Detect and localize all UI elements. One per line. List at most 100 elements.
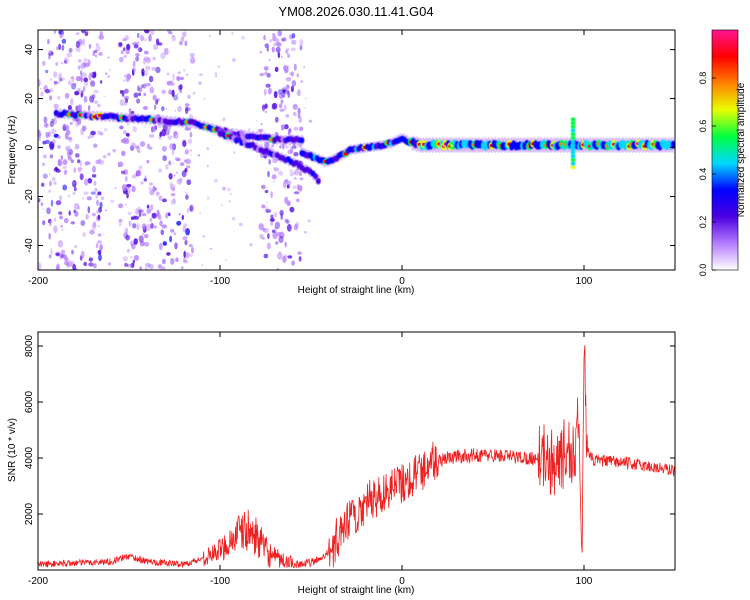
noise-speckle bbox=[45, 69, 49, 74]
noise-speckle bbox=[112, 149, 115, 152]
noise-speckle bbox=[66, 52, 73, 58]
noise-speckle bbox=[137, 85, 140, 92]
noise-speckle bbox=[95, 193, 99, 199]
noise-speckle bbox=[91, 222, 97, 230]
noise-speckle bbox=[157, 192, 160, 195]
noise-speckle bbox=[131, 244, 134, 247]
spectrogram-y-axis-title: Frequency (Hz) bbox=[7, 116, 18, 185]
colorbar: 0.0 0.2 0.4 0.6 0.8 Normalized spectral ampl… bbox=[698, 29, 747, 276]
ridge-cell bbox=[570, 117, 576, 122]
noise-speckle bbox=[151, 212, 157, 219]
noise-speckle bbox=[103, 95, 106, 98]
noise-speckle bbox=[291, 80, 297, 87]
noise-speckle bbox=[80, 30, 86, 34]
noise-speckle bbox=[156, 209, 160, 217]
noise-speckle bbox=[264, 43, 270, 48]
noise-speckle bbox=[104, 72, 108, 75]
noise-speckle bbox=[109, 68, 112, 71]
noise-speckle bbox=[161, 106, 165, 112]
noise-speckle bbox=[61, 77, 65, 81]
noise-speckle bbox=[148, 182, 153, 186]
noise-speckle bbox=[63, 217, 69, 224]
noise-speckle bbox=[208, 34, 211, 38]
noise-speckle bbox=[74, 143, 80, 150]
noise-speckle bbox=[162, 258, 166, 264]
noise-speckle bbox=[257, 128, 264, 133]
noise-speckle bbox=[264, 110, 268, 114]
noise-speckle bbox=[157, 122, 163, 128]
noise-speckle bbox=[277, 252, 283, 260]
noise-speckle bbox=[278, 251, 282, 254]
snr-panel: -200 -100 0 100 2000 4000 6000 8000 Height of … bbox=[7, 331, 676, 596]
noise-speckle bbox=[38, 198, 41, 203]
noise-speckle bbox=[140, 84, 144, 89]
noise-speckle bbox=[138, 47, 143, 53]
noise-speckle bbox=[217, 65, 221, 69]
noise-speckle bbox=[213, 178, 218, 183]
noise-speckle bbox=[93, 143, 98, 148]
noise-speckle bbox=[81, 72, 87, 78]
noise-speckle bbox=[118, 203, 124, 209]
ridge-cell bbox=[570, 164, 576, 170]
noise-speckle bbox=[168, 89, 172, 95]
noise-speckle bbox=[294, 169, 300, 176]
noise-speckle bbox=[62, 184, 68, 191]
noise-speckle bbox=[126, 183, 132, 188]
noise-speckle bbox=[133, 255, 139, 261]
noise-speckle bbox=[183, 256, 187, 262]
noise-speckle bbox=[153, 104, 157, 110]
noise-speckle bbox=[181, 31, 187, 38]
sparse-speckles bbox=[40, 32, 312, 270]
noise-speckle bbox=[77, 59, 82, 63]
noise-speckle bbox=[291, 260, 295, 266]
noise-speckle bbox=[71, 119, 75, 122]
noise-speckle bbox=[122, 256, 128, 262]
noise-speckle bbox=[131, 185, 136, 193]
noise-speckle bbox=[175, 257, 179, 263]
noise-speckle bbox=[280, 212, 284, 220]
noise-speckle bbox=[231, 32, 234, 35]
noise-speckle bbox=[143, 178, 147, 182]
noise-speckle bbox=[199, 73, 202, 77]
noise-speckle bbox=[136, 32, 140, 39]
noise-speckle bbox=[187, 138, 193, 144]
noise-speckle bbox=[147, 264, 151, 268]
noise-speckle bbox=[124, 262, 129, 267]
noise-speckle bbox=[141, 212, 147, 217]
noise-speckle bbox=[166, 72, 170, 76]
noise-speckle bbox=[148, 146, 153, 151]
noise-speckle bbox=[94, 54, 98, 58]
noise-speckle bbox=[260, 123, 263, 126]
ridge-0 bbox=[53, 107, 305, 146]
noise-speckle bbox=[285, 145, 289, 149]
noise-speckle bbox=[278, 222, 280, 225]
noise-speckle bbox=[154, 225, 157, 229]
noise-speckle bbox=[120, 50, 125, 55]
noise-speckle bbox=[80, 250, 85, 259]
noise-speckle bbox=[132, 259, 135, 264]
noise-speckle bbox=[277, 89, 283, 95]
noise-speckle bbox=[146, 57, 151, 64]
noise-speckle bbox=[48, 95, 53, 101]
noise-speckle bbox=[83, 95, 88, 103]
noise-speckle bbox=[132, 223, 137, 229]
noise-speckle bbox=[287, 53, 291, 58]
noise-speckle bbox=[38, 79, 41, 87]
noise-speckle bbox=[67, 105, 72, 111]
noise-speckle bbox=[264, 189, 269, 194]
snr-series-line bbox=[38, 345, 675, 569]
noise-speckle bbox=[87, 105, 91, 111]
ridge-cell bbox=[570, 153, 576, 159]
noise-speckle bbox=[280, 99, 284, 104]
noise-speckle bbox=[270, 191, 273, 199]
noise-speckle bbox=[215, 75, 218, 78]
noise-speckle bbox=[135, 208, 139, 215]
noise-speckle bbox=[50, 128, 57, 135]
noise-speckle bbox=[138, 87, 143, 93]
noise-speckle bbox=[84, 31, 88, 37]
noise-speckle bbox=[52, 176, 56, 182]
noise-speckle bbox=[285, 76, 292, 82]
noise-speckle bbox=[62, 165, 67, 170]
noise-speckle bbox=[172, 73, 175, 81]
